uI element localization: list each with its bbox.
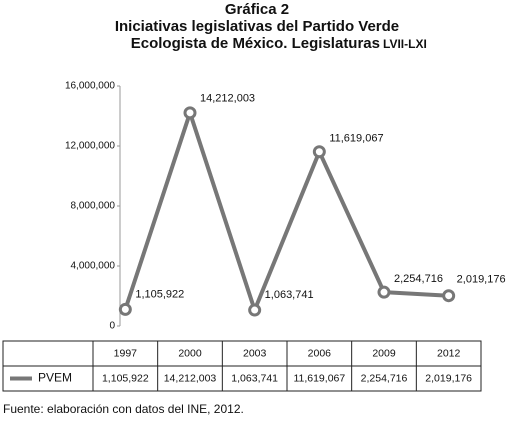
data-label: 14,212,003 [200,93,255,105]
series-line [123,110,449,313]
data-label: 1,063,741 [265,289,314,301]
table-value: 2,019,176 [425,372,472,384]
chart-subtitle: Iniciativas legislativas del Partido Ver… [115,18,399,35]
table-value: 1,105,922 [102,372,149,384]
data-label: 2,019,176 [457,274,506,286]
data-point [118,302,132,316]
chart-subtitle: Ecologista de México. Legislaturas [131,35,380,52]
table-value: 14,212,003 [164,372,217,384]
x-tick-label: 2000 [178,347,202,359]
chart-title: Gráfica 2 [225,1,289,18]
y-tick-label: 8,000,000 [71,201,116,212]
source-note: Fuente: elaboración con datos del INE, 2… [3,402,244,416]
data-point [377,285,391,299]
data-label: 2,254,716 [394,273,443,285]
data-point [442,289,456,303]
x-tick-label: 2003 [243,347,267,359]
data-label: 1,105,922 [135,288,184,300]
data-point [248,303,262,317]
y-tick-label: 16,000,000 [65,81,115,92]
legend-label: PVEM [38,371,72,385]
data-label: 11,619,067 [329,133,383,145]
data-point [312,145,326,159]
y-tick-label: 4,000,000 [71,261,116,272]
y-tick-label: 12,000,000 [65,141,115,152]
x-tick-label: 1997 [114,347,138,359]
y-tick-label: 0 [109,321,115,332]
table-value: 11,619,067 [293,372,345,384]
x-tick-label: 2009 [372,347,396,359]
chart-subtitle-suffix: LVII-LXI [383,37,427,51]
data-point [183,106,197,120]
x-tick-label: 2012 [437,347,461,359]
x-tick-label: 2006 [308,347,332,359]
table-value: 2,254,716 [361,372,408,384]
table-value: 1,063,741 [231,372,278,384]
